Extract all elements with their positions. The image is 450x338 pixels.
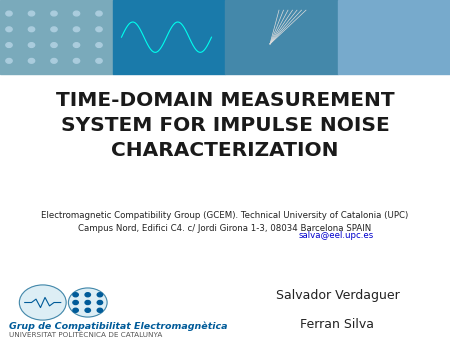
Circle shape — [51, 43, 57, 47]
Text: Ferran Silva: Ferran Silva — [301, 318, 374, 331]
Circle shape — [97, 300, 103, 305]
Circle shape — [51, 11, 57, 16]
Circle shape — [96, 11, 102, 16]
Text: Grup de Compatibilitat Electromagnètica: Grup de Compatibilitat Electromagnètica — [9, 322, 228, 331]
Circle shape — [6, 27, 12, 32]
Circle shape — [85, 300, 90, 305]
Circle shape — [85, 308, 90, 312]
Circle shape — [73, 11, 80, 16]
Circle shape — [6, 11, 12, 16]
Circle shape — [96, 27, 102, 32]
Circle shape — [97, 293, 103, 297]
Bar — [338, 0, 450, 74]
Circle shape — [6, 43, 12, 47]
Circle shape — [51, 58, 57, 63]
Circle shape — [68, 288, 107, 317]
Circle shape — [73, 27, 80, 32]
Circle shape — [51, 27, 57, 32]
Circle shape — [96, 58, 102, 63]
Circle shape — [85, 293, 90, 297]
Circle shape — [6, 58, 12, 63]
Circle shape — [28, 27, 35, 32]
Circle shape — [73, 43, 80, 47]
Circle shape — [73, 308, 78, 312]
Text: UNIVERSITAT POLITÈCNICA DE CATALUNYA: UNIVERSITAT POLITÈCNICA DE CATALUNYA — [9, 332, 162, 338]
Bar — [0, 0, 112, 74]
Text: TIME-DOMAIN MEASUREMENT
SYSTEM FOR IMPULSE NOISE
CHARACTERIZATION: TIME-DOMAIN MEASUREMENT SYSTEM FOR IMPUL… — [56, 91, 394, 160]
Circle shape — [96, 43, 102, 47]
Text: salva@eel.upc.es: salva@eel.upc.es — [299, 231, 374, 240]
Circle shape — [19, 285, 66, 320]
Circle shape — [28, 58, 35, 63]
Text: Salvador Verdaguer: Salvador Verdaguer — [275, 289, 400, 302]
Text: Electromagnetic Compatibility Group (GCEM). Technical University of Catalonia (U: Electromagnetic Compatibility Group (GCE… — [41, 211, 409, 233]
Circle shape — [97, 308, 103, 312]
Circle shape — [73, 300, 78, 305]
Circle shape — [73, 293, 78, 297]
Circle shape — [73, 58, 80, 63]
Bar — [112, 0, 225, 74]
Circle shape — [28, 11, 35, 16]
Circle shape — [28, 43, 35, 47]
Bar — [225, 0, 338, 74]
